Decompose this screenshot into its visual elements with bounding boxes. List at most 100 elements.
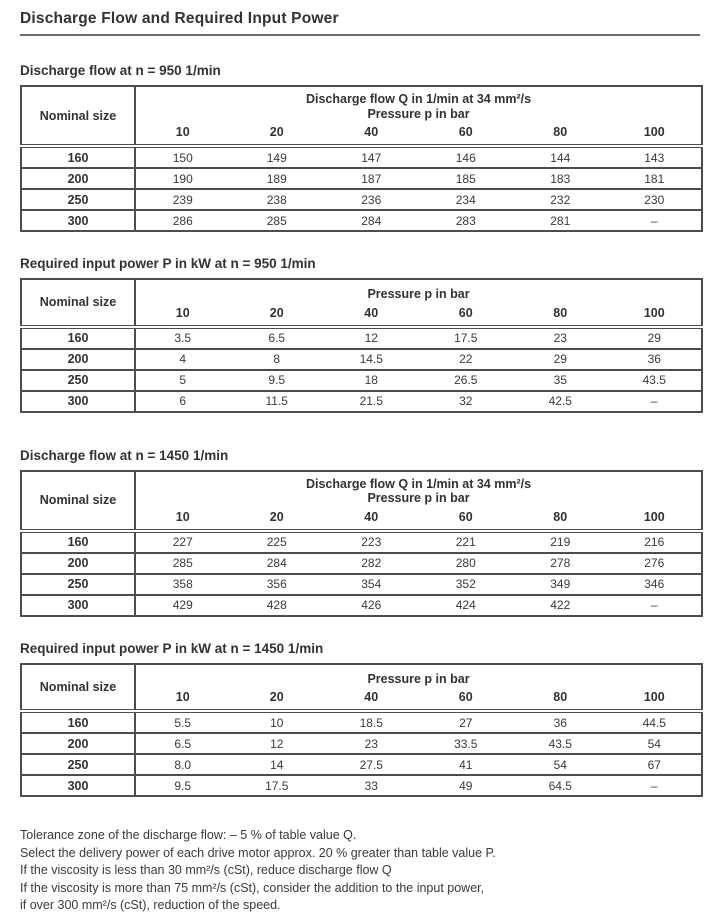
data-cell: 18.5 (324, 711, 419, 734)
data-cell: 143 (607, 146, 702, 169)
pressure-column-header: 10 (135, 686, 230, 713)
data-cell: 223 (324, 530, 419, 554)
data-cell: 428 (229, 594, 324, 617)
data-cell: 6.5 (135, 733, 230, 755)
data-cell: 42.5 (513, 390, 608, 413)
pressure-header-line: Pressure p in bar (367, 287, 470, 301)
pressure-column-header: 10 (135, 301, 230, 329)
data-cell: 33 (324, 775, 419, 797)
data-cell: 239 (135, 189, 230, 211)
data-cell: – (607, 594, 702, 617)
data-cell: 282 (324, 552, 419, 575)
pressure-columns-row: 10 20 40 60 80 100 (21, 121, 702, 148)
pressure-column-header: 80 (513, 686, 608, 713)
data-cell: 219 (513, 530, 608, 554)
data-cell: 216 (607, 530, 702, 554)
table-row: 200 190 189 187 185 183 181 (21, 168, 702, 190)
pressure-column-header: 100 (607, 301, 702, 329)
data-cell: – (607, 390, 702, 413)
data-cell: 190 (135, 168, 230, 190)
data-cell: 185 (418, 168, 513, 190)
table-row: 160 5.5 10 18.5 27 36 44.5 (21, 711, 702, 734)
note-line: Select the delivery power of each drive … (20, 845, 496, 860)
data-cell: 422 (513, 594, 608, 617)
section-title-power-1450: Required input power P in kW at n = 1450… (20, 640, 324, 656)
pressure-column-header: 40 (324, 686, 419, 713)
data-cell: 26.5 (418, 369, 513, 392)
data-cell: 14 (229, 754, 324, 776)
pressure-column-header: 40 (324, 505, 419, 533)
pressure-column-header: 60 (418, 301, 513, 329)
pressure-column-header: 40 (324, 301, 419, 329)
data-cell: 27.5 (324, 754, 419, 776)
data-cell: 238 (229, 189, 324, 211)
data-cell: 285 (135, 552, 230, 575)
data-cell: 9.5 (229, 369, 324, 392)
pressure-columns-row: 10 20 40 60 80 100 (21, 301, 702, 329)
data-cell: 356 (229, 573, 324, 596)
data-cell: 33.5 (418, 733, 513, 755)
footnotes: Tolerance zone of the discharge flow: – … (20, 827, 703, 915)
data-cell: 23 (513, 326, 608, 350)
data-cell: 221 (418, 530, 513, 554)
data-cell: 227 (135, 530, 230, 554)
nominal-size-value: 160 (21, 530, 136, 554)
data-cell: 189 (229, 168, 324, 190)
table-row: 250 239 238 236 234 232 230 (21, 189, 702, 211)
pressure-column-header: 100 (607, 686, 702, 713)
table-row: 250 8.0 14 27.5 41 54 67 (21, 754, 702, 776)
table-row: 250 5 9.5 18 26.5 35 43.5 (21, 369, 702, 392)
pressure-column-header: 20 (229, 301, 324, 329)
data-cell: 426 (324, 594, 419, 617)
table-row: 200 285 284 282 280 278 276 (21, 552, 702, 575)
section-title-discharge-1450: Discharge flow at n = 1450 1/min (20, 447, 229, 463)
nominal-size-value: 250 (21, 369, 136, 392)
data-cell: 5.5 (135, 711, 230, 734)
nominal-size-header: Nominal size (21, 279, 136, 329)
pressure-header-line: Pressure p in bar (367, 671, 470, 686)
data-cell: 35 (513, 369, 608, 392)
title-divider (20, 34, 700, 36)
nominal-size-value: 200 (21, 348, 136, 371)
pressure-column-header: 20 (229, 686, 324, 713)
pressure-column-header: 100 (607, 505, 702, 533)
flow-header-line: Discharge flow Q in 1/min at 34 mm²/s (305, 92, 532, 106)
data-cell: 150 (135, 146, 230, 169)
data-cell: – (607, 775, 702, 797)
pressure-column-header: 60 (418, 686, 513, 713)
data-cell: 149 (229, 146, 324, 169)
nominal-size-value: 160 (21, 326, 136, 350)
data-cell: 6.5 (229, 326, 324, 350)
data-cell: 12 (229, 733, 324, 755)
data-cell: 22 (418, 348, 513, 371)
table-row: 200 6.5 12 23 33.5 43.5 54 (21, 733, 702, 755)
data-cell: – (607, 210, 702, 232)
data-cell: 283 (418, 210, 513, 232)
data-cell: 146 (418, 146, 513, 169)
nominal-size-header: Nominal size (21, 470, 136, 533)
data-cell: 225 (229, 530, 324, 554)
pressure-columns-row: 10 20 40 60 80 100 (21, 686, 702, 713)
data-cell: 4 (135, 348, 230, 371)
nominal-size-value: 300 (21, 390, 136, 413)
data-cell: 278 (513, 552, 608, 575)
pressure-group-header: Pressure p in bar (135, 664, 702, 687)
nominal-size-header: Nominal size (21, 86, 136, 148)
pressure-column-header: 10 (135, 505, 230, 533)
nominal-size-value: 250 (21, 754, 136, 776)
data-cell: 144 (513, 146, 608, 169)
data-cell: 49 (418, 775, 513, 797)
table-row: 250 358 356 354 352 349 346 (21, 573, 702, 596)
data-cell: 5 (135, 369, 230, 392)
table-row: 300 9.5 17.5 33 49 64.5 – (21, 775, 702, 797)
page-title: Discharge Flow and Required Input Power (20, 10, 339, 27)
data-cell: 183 (513, 168, 608, 190)
data-cell: 29 (607, 326, 702, 350)
data-cell: 17.5 (229, 775, 324, 797)
data-cell: 3.5 (135, 326, 230, 350)
data-cell: 54 (513, 754, 608, 776)
data-cell: 286 (135, 210, 230, 232)
nominal-size-value: 250 (21, 189, 136, 211)
data-cell: 36 (513, 711, 608, 734)
table-power-1450: Nominal size Pressure p in bar 10 20 40 … (20, 662, 703, 797)
